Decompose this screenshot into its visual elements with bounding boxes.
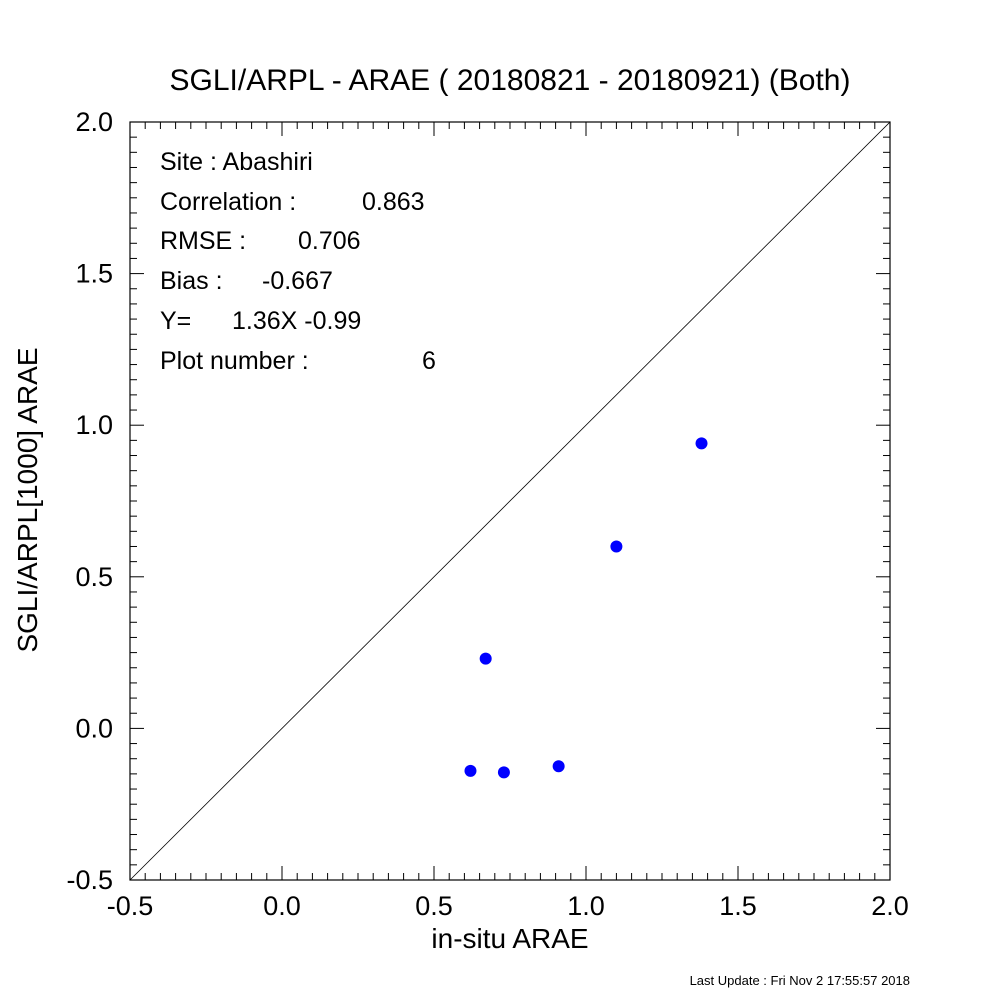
stat-bias: Bias : -0.667 — [160, 267, 333, 295]
data-point — [610, 540, 623, 553]
y-tick-label: 1.0 — [75, 410, 113, 440]
x-tick-label: 0.5 — [415, 891, 453, 921]
stat-correlation: Correlation :0.863 — [160, 188, 425, 216]
y-tick-label: 1.5 — [75, 259, 113, 289]
data-point — [497, 766, 510, 779]
x-tick-label: -0.5 — [107, 891, 154, 921]
x-axis-label: in-situ ARAE — [431, 923, 588, 954]
stat-rmse: RMSE :0.706 — [160, 227, 361, 255]
x-tick-label: 1.5 — [719, 891, 757, 921]
stat-site: Site : Abashiri — [160, 148, 313, 176]
y-tick-label: 0.0 — [75, 713, 113, 743]
y-tick-labels: -0.5 0.0 0.5 1.0 1.5 2.0 — [66, 107, 113, 895]
x-tick-label: 0.0 — [263, 891, 301, 921]
stats-box: Site : Abashiri Correlation :0.863 RMSE … — [160, 148, 436, 375]
chart-title: SGLI/ARPL - ARAE ( 20180821 - 20180921) … — [170, 64, 851, 97]
data-point — [552, 760, 565, 773]
reference-line-group — [129, 121, 891, 881]
reference-line-1to1 — [129, 121, 891, 881]
axis-ticks — [129, 121, 891, 881]
last-update-footer: Last Update : Fri Nov 2 17:55:57 2018 — [690, 973, 910, 988]
stat-regression: Y= 1.36X -0.99 — [160, 307, 361, 335]
y-tick-label: 2.0 — [75, 107, 113, 137]
plot-frame — [129, 121, 891, 881]
y-tick-label: -0.5 — [66, 865, 113, 895]
x-tick-label: 1.0 — [567, 891, 605, 921]
stat-plot-number: Plot number :6 — [160, 347, 436, 375]
y-tick-label: 0.5 — [75, 562, 113, 592]
data-point — [695, 437, 708, 450]
x-tick-label: 2.0 — [871, 891, 909, 921]
data-points — [464, 437, 708, 779]
data-point — [479, 652, 492, 665]
x-tick-labels: -0.5 0.0 0.5 1.0 1.5 2.0 — [107, 891, 909, 921]
data-point — [464, 764, 477, 777]
y-axis-label: SGLI/ARPL[1000] ARAE — [12, 347, 43, 652]
